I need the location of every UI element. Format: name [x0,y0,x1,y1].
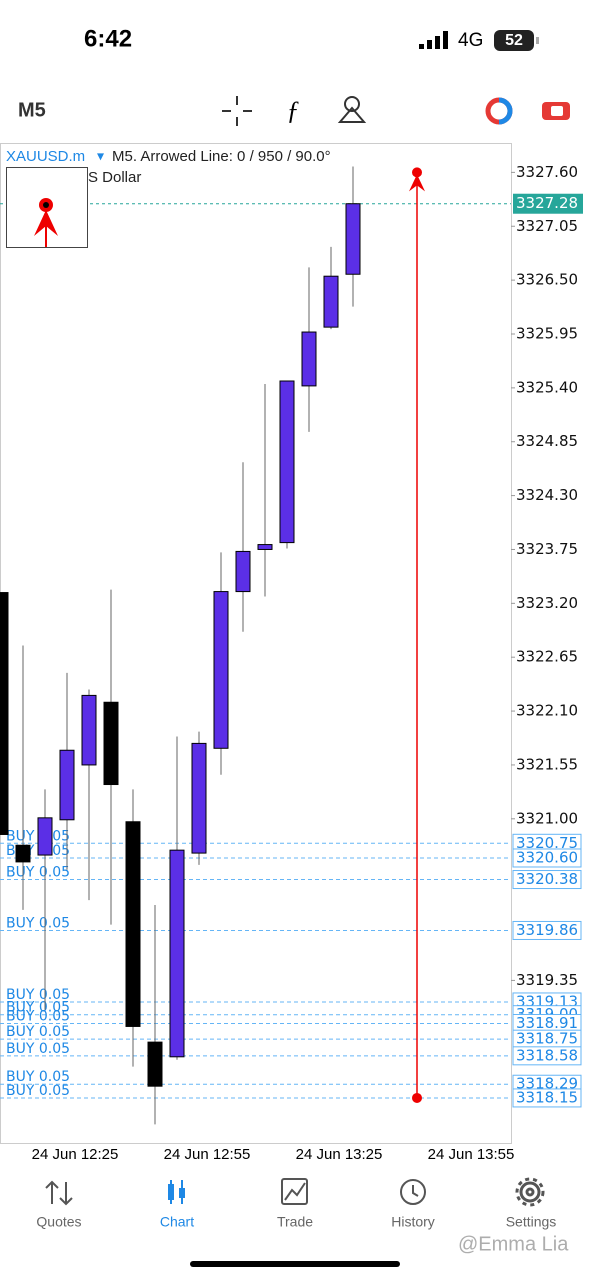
order-label: BUY 0.05 [6,1000,70,1016]
order-label: BUY 0.05 [6,987,70,1003]
y-tick-label: 3327.05 [516,217,578,235]
y-tick-label: 3325.95 [516,324,578,342]
price-tag [512,1088,582,1108]
home-indicator [190,1261,400,1267]
candle-body [81,694,97,766]
y-tick-label: 3327.60 [516,163,578,181]
arrow-start [412,167,422,178]
battery-level: 52 [505,32,523,49]
price-tag-label: 3318.58 [516,1046,578,1064]
y-tick-label: 3319.35 [516,971,578,989]
candle-body [15,844,31,863]
candle-body [37,817,53,856]
indicator-icon[interactable]: ƒ [287,96,300,125]
quotes-icon[interactable] [45,1180,73,1206]
tab-label[interactable]: Quotes [36,1214,81,1230]
order-label: BUY 0.05 [6,915,70,931]
y-tick-label: 3325.40 [516,378,578,396]
tab-label[interactable]: Trade [277,1214,313,1230]
order-label: BUY 0.05 [6,865,70,881]
candle-body [257,544,273,550]
price-tag [512,920,582,940]
tab-label[interactable]: History [391,1214,435,1230]
price-tag [512,848,582,868]
candle-body [169,849,185,1058]
y-tick-label: 3326.50 [516,271,578,289]
order-label: BUY 0.05 [6,1041,70,1057]
current-price-label: 3327.28 [516,194,578,212]
tab-bar: Quotes Chart Trade History Settings [36,1177,557,1230]
price-tag-label: 3318.75 [516,1030,578,1048]
order-label: BUY 0.05 [6,1009,70,1025]
price-tag [512,1046,582,1066]
trade-icon[interactable] [485,97,513,125]
trade-tab-icon[interactable] [281,1178,308,1205]
chart-icon[interactable] [168,1180,185,1204]
x-label: 24 Jun 12:55 [164,1146,251,1163]
price-tag-label: 3320.60 [516,848,578,866]
candle-body [279,380,295,544]
candle-body [191,742,207,854]
history-icon[interactable] [400,1179,426,1205]
x-label: 24 Jun 13:55 [428,1146,515,1163]
price-tag [512,870,582,890]
y-tick-label: 3321.55 [516,755,578,773]
clock: 6:42 [84,25,132,52]
chart-info: M5. Arrowed Line: 0 / 950 / 90.0° [112,148,331,165]
objects-icon[interactable] [337,96,367,123]
candle-body [235,550,251,593]
battery-tip [536,37,539,44]
candle-body [103,701,119,786]
signal [419,31,448,49]
y-tick-label: 3323.75 [516,540,578,558]
candle-body [345,203,361,275]
price-tag-label: 3320.38 [516,870,578,888]
candle-body [213,591,229,749]
candle-body [323,275,339,328]
watermark: @Emma Lia [458,1233,569,1255]
settings-icon[interactable] [515,1177,545,1207]
crosshair-icon[interactable] [222,96,252,126]
price-tag-label: 3318.15 [516,1088,578,1106]
price-tag-label: 3318.91 [516,1014,578,1032]
price-tag-label: 3318.29 [516,1075,578,1093]
candle-body [59,749,75,821]
order-label: BUY 0.05 [6,1083,70,1099]
price-tag-label: 3320.75 [516,834,578,852]
battery [494,30,534,51]
order-label: BUY 0.05 [6,1069,70,1085]
dropdown[interactable]: ▾ [97,148,104,164]
tab-label-active[interactable]: Chart [160,1214,194,1230]
candle-body [147,1041,163,1087]
x-label: 24 Jun 13:25 [296,1146,383,1163]
y-tick-label: 3321.00 [516,809,578,827]
candle-body [301,331,317,387]
timeframe[interactable]: M5 [18,99,46,121]
y-tick-label: 3322.10 [516,702,578,720]
current-price-tag [513,193,583,214]
candle-body [0,592,9,835]
x-label: 24 Jun 12:25 [32,1146,119,1163]
price-tag-label: 3319.86 [516,921,578,939]
symbol[interactable]: XAUUSD.m [6,148,85,165]
y-tick-label: 3323.20 [516,594,578,612]
y-tick-label: 3324.85 [516,432,578,450]
order-label: BUY 0.05 [6,1024,70,1040]
y-tick-label: 3324.30 [516,486,578,504]
candle-body [125,821,141,1027]
arrow-head [409,174,425,192]
plot: 3327.60 3327.05 3326.50 3325.95 3325.40 3324.… [0,163,583,1125]
y-tick-label: 3322.65 [516,648,578,666]
object-thumbnail [6,167,88,248]
network: 4G [458,30,483,51]
account-icon[interactable] [542,102,570,120]
tab-label[interactable]: Settings [506,1214,557,1230]
arrow-end [412,1092,422,1103]
chart-frame [0,143,512,1144]
chart-subtitle: S Dollar [88,169,141,186]
